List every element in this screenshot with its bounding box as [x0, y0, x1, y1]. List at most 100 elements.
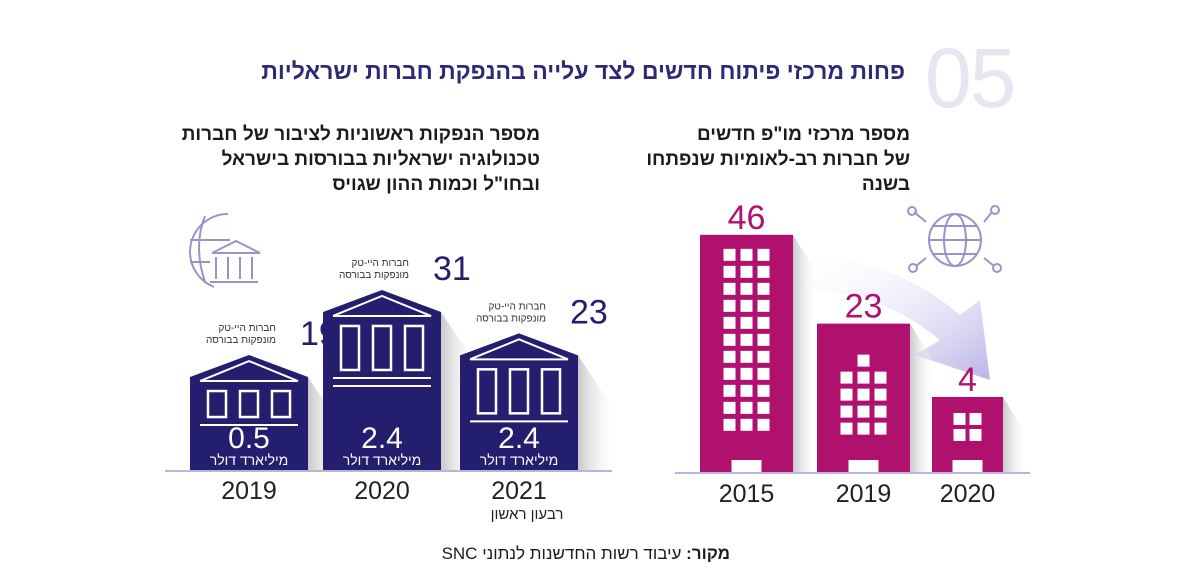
window [723, 282, 736, 295]
bar [190, 355, 308, 470]
source-label: מקור: [686, 544, 730, 563]
bar-tower-2020 [932, 396, 1003, 472]
column [339, 324, 361, 372]
window [840, 422, 853, 435]
window [757, 384, 770, 397]
bar-shadow [910, 323, 935, 472]
column [476, 368, 498, 415]
left-chart-title: מספר הנפקות ראשוניות לציבור של חברות טכנ… [160, 122, 540, 197]
window [874, 422, 887, 435]
section-number: 05 [925, 31, 1016, 125]
unit-label: מיליארד דולר [343, 452, 422, 468]
right-chart-title: מספר מרכזי מו"פ חדשים של חברות רב-לאומיו… [620, 122, 910, 197]
window [740, 401, 753, 414]
window [757, 248, 770, 261]
window [723, 384, 736, 397]
window [857, 422, 870, 435]
window [723, 299, 736, 312]
window [723, 265, 736, 278]
x-tick-note: רבעון ראשון [491, 506, 564, 523]
count-label: 31 [433, 250, 471, 288]
window [723, 401, 736, 414]
window [740, 265, 753, 278]
value-label: 2.4 [361, 422, 403, 455]
window [840, 388, 853, 401]
x-tick-label: 2020 [940, 480, 996, 508]
bar [460, 333, 578, 470]
window [857, 388, 870, 401]
window [723, 418, 736, 431]
door [952, 460, 983, 472]
count-caption: מונפקות בבורסה [206, 335, 276, 346]
bar-shadow [793, 234, 818, 472]
column [508, 368, 530, 415]
column [403, 324, 425, 372]
roof-outline [199, 359, 299, 383]
title-line: ובחו"ל וכמות ההון שגויס [332, 174, 540, 195]
window [757, 401, 770, 414]
window [723, 248, 736, 261]
column [270, 389, 292, 419]
column [540, 368, 562, 415]
window [757, 316, 770, 329]
count-caption: חברות היי-טק [352, 258, 409, 269]
window [740, 282, 753, 295]
window [874, 405, 887, 418]
bar [323, 289, 441, 470]
value-label: 4 [958, 361, 977, 399]
x-tick-label: 2015 [719, 480, 775, 508]
title-line: מספר מרכזי מו"פ חדשים [696, 124, 910, 145]
roof-outline [332, 294, 432, 317]
window [874, 388, 887, 401]
x-tick-label: 2021 [491, 477, 547, 505]
window [757, 333, 770, 346]
window [857, 354, 870, 367]
door [848, 460, 879, 472]
window [723, 316, 736, 329]
window [740, 367, 753, 380]
source-text: עיבוד רשות החדשנות לנתוני SNC [441, 544, 687, 563]
window [969, 412, 982, 425]
column [371, 324, 393, 372]
count-label: 23 [570, 293, 608, 331]
window [740, 316, 753, 329]
window [757, 265, 770, 278]
door [731, 460, 762, 472]
window [840, 371, 853, 384]
window [857, 405, 870, 418]
window [969, 428, 982, 441]
title-line: טכנולוגיה ישראליות בבורסות בישראל [221, 149, 540, 170]
value-label: 0.5 [228, 422, 270, 455]
count-caption: מונפקות בבורסה [476, 313, 546, 324]
window [757, 418, 770, 431]
window [953, 412, 966, 425]
page-title: פחות מרכזי פיתוח חדשים לצד עלייה בהנפקת … [261, 58, 905, 84]
bar-shadow [578, 355, 618, 470]
window [874, 371, 887, 384]
count-caption: מונפקות בבורסה [339, 270, 409, 281]
window [740, 418, 753, 431]
unit-label: מיליארד דולר [210, 452, 289, 468]
window [740, 350, 753, 363]
window [740, 299, 753, 312]
window [740, 384, 753, 397]
x-tick-label: 2019 [836, 480, 892, 508]
window [857, 371, 870, 384]
column [238, 389, 260, 419]
window [757, 367, 770, 380]
roof-outline [469, 338, 569, 361]
column [206, 389, 228, 419]
source-note: מקור: עיבוד רשות החדשנות לנתוני SNC [380, 544, 730, 564]
window [723, 367, 736, 380]
value-label: 23 [845, 288, 883, 326]
title-line: מספר הנפקות ראשוניות לציבור של חברות [181, 124, 540, 145]
window [740, 248, 753, 261]
title-line: של חברות רב-לאומיות שנפתחו בשנה [646, 149, 910, 195]
window [757, 299, 770, 312]
decline-arrow-icon [790, 255, 990, 380]
window [723, 350, 736, 363]
value-label: 2.4 [498, 422, 540, 455]
